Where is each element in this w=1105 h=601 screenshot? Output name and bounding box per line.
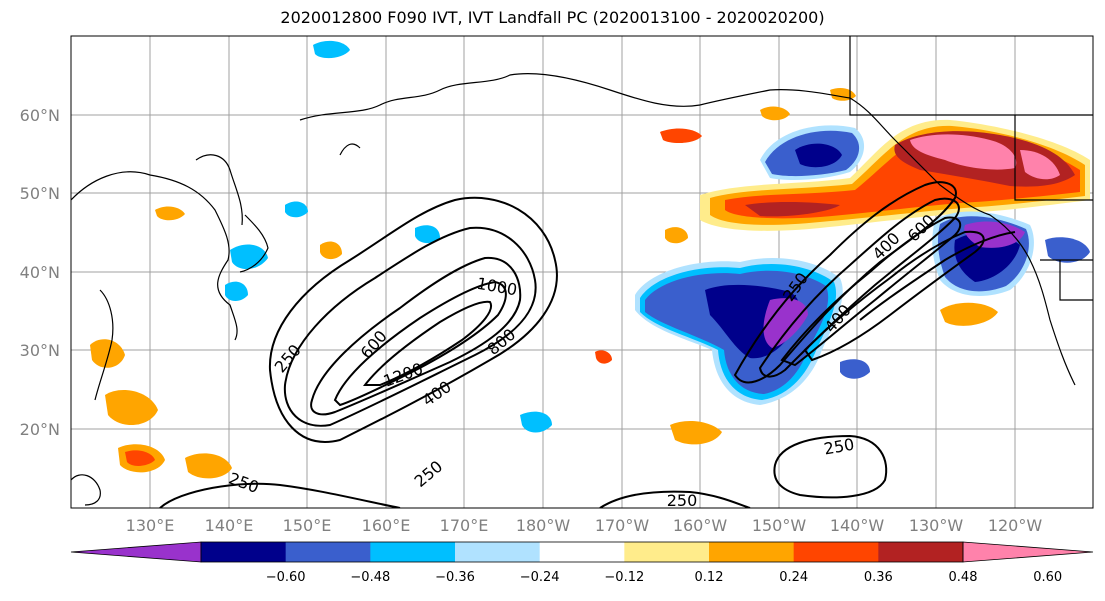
lat-label-50n: 50°N	[20, 184, 60, 203]
positive-pc-shading	[90, 88, 1090, 479]
colorbar-segment	[878, 542, 964, 562]
latitude-labels: 60°N 50°N 40°N 30°N 20°N	[20, 106, 60, 439]
colorbar-tick-label: −0.36	[435, 570, 475, 585]
colorbar-segment	[539, 542, 625, 562]
lon-label: 170°W	[595, 516, 650, 535]
longitude-labels: 130°E 140°E 150°E 160°E 170°E 180°W 170°…	[126, 516, 1043, 535]
colorbar-segment	[370, 542, 456, 562]
map-frame	[70, 35, 1094, 509]
lon-label: 140°W	[830, 516, 885, 535]
lon-label: 140°E	[205, 516, 254, 535]
lon-label: 130°W	[909, 516, 964, 535]
colorbar-tick-label: 0.60	[1033, 570, 1062, 585]
colorbar-segment	[201, 542, 287, 562]
colorbar-segment	[624, 542, 710, 562]
colorbar-tick-label: 0.48	[949, 570, 978, 585]
colorbar-tick-label: −0.60	[266, 570, 306, 585]
lon-label: 130°E	[126, 516, 175, 535]
lon-label: 170°E	[440, 516, 489, 535]
colorbar-border	[200, 541, 964, 563]
colorbar-tick-label: −0.12	[604, 570, 644, 585]
colorbar-extend-low	[70, 541, 202, 563]
colorbar-tick-label: −0.24	[520, 570, 560, 585]
coastlines	[71, 36, 1093, 506]
contour-label: 250	[667, 491, 698, 510]
ivt-contours	[159, 181, 1016, 508]
lon-label: 120°W	[988, 516, 1043, 535]
lon-label: 160°E	[362, 516, 411, 535]
lat-label-30n: 30°N	[20, 341, 60, 360]
lon-label: 150°E	[283, 516, 332, 535]
colorbar-segment	[709, 542, 795, 562]
lat-label-40n: 40°N	[20, 263, 60, 282]
colorbar-tick-label: 0.24	[779, 570, 808, 585]
lat-label-60n: 60°N	[20, 106, 60, 125]
colorbar-tick-label: 0.12	[695, 570, 724, 585]
colorbar-tick-label: −0.48	[350, 570, 390, 585]
colorbar-segment	[455, 542, 541, 562]
colorbar-extend-high	[962, 541, 1094, 563]
lon-label: 160°W	[673, 516, 728, 535]
colorbar-segment	[793, 542, 879, 562]
colorbar-tick-label: 0.36	[864, 570, 893, 585]
map-title: 2020012800 F090 IVT, IVT Landfall PC (20…	[280, 8, 825, 27]
colorbar-segment	[285, 542, 371, 562]
lon-label: 180°W	[516, 516, 571, 535]
colorbar: −0.60 −0.48 −0.36 −0.24 −0.12 0.12 0.24 0.36 0.4…	[70, 541, 1094, 585]
lon-label: 150°W	[752, 516, 807, 535]
lat-label-20n: 20°N	[20, 420, 60, 439]
